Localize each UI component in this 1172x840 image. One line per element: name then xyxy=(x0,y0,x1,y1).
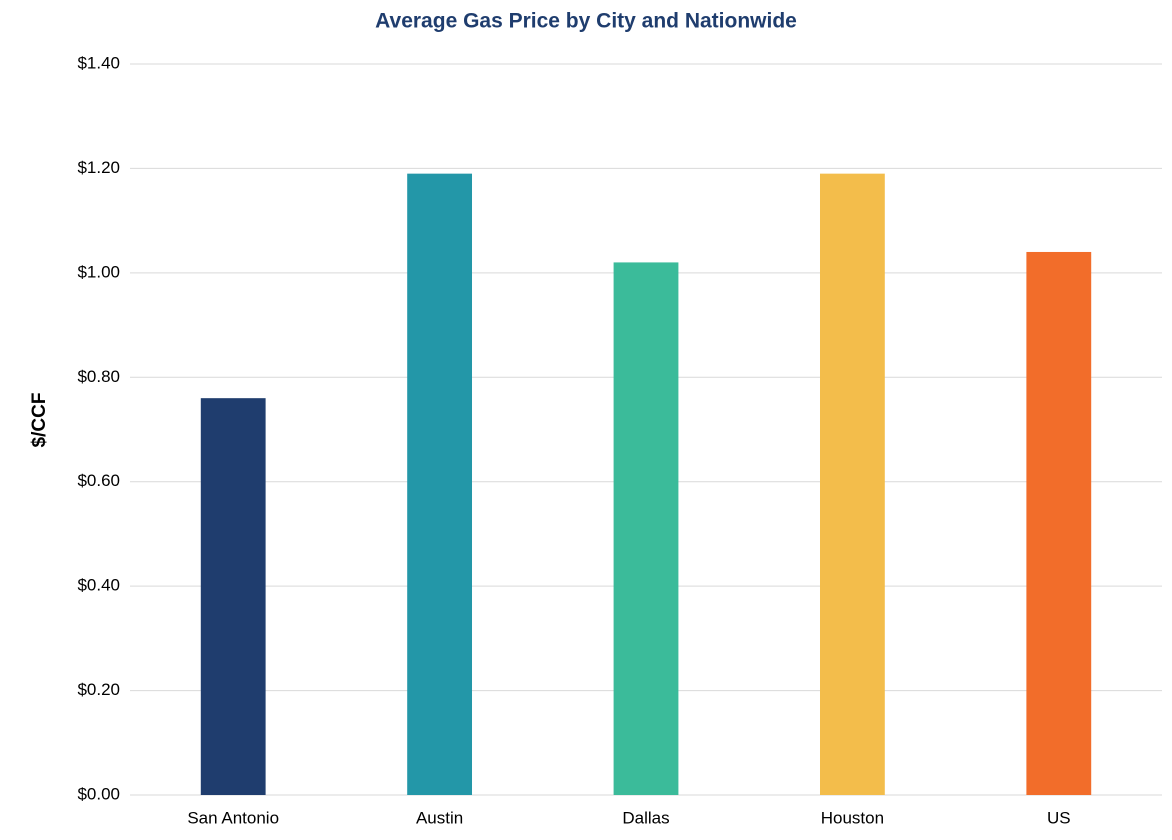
x-tick-label: US xyxy=(1047,808,1071,827)
bar xyxy=(613,262,679,795)
bar xyxy=(819,173,885,795)
chart-title: Average Gas Price by City and Nationwide xyxy=(375,10,797,33)
y-tick-label: $0.00 xyxy=(77,784,120,803)
y-tick-label: $0.20 xyxy=(77,680,120,699)
y-tick-label: $0.80 xyxy=(77,367,120,386)
bar xyxy=(1026,251,1092,795)
y-tick-label: $1.20 xyxy=(77,158,120,177)
y-axis-label: $/CCF xyxy=(29,393,50,448)
x-tick-label: Dallas xyxy=(622,808,669,827)
x-tick-label: Houston xyxy=(821,808,884,827)
bar xyxy=(200,398,266,795)
bar xyxy=(407,173,473,795)
y-tick-label: $1.00 xyxy=(77,262,120,281)
y-tick-label: $1.40 xyxy=(77,53,120,72)
x-tick-label: San Antonio xyxy=(187,808,279,827)
y-tick-label: $0.40 xyxy=(77,576,120,595)
x-tick-label: Austin xyxy=(416,808,463,827)
y-tick-label: $0.60 xyxy=(77,471,120,490)
